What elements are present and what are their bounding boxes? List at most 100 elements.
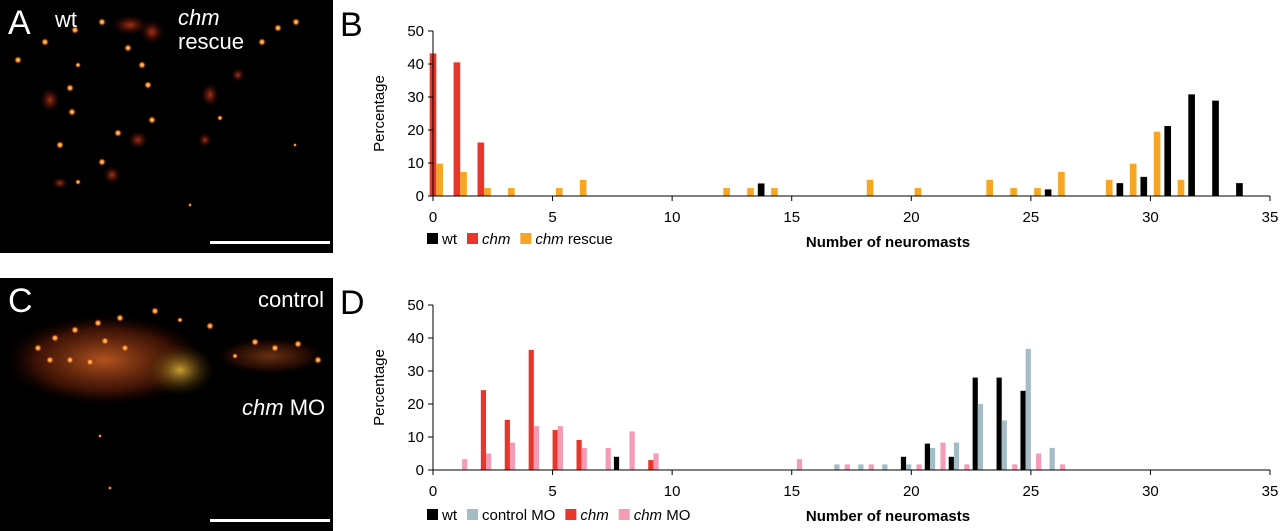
chart-d-bar-s1-2: [882, 464, 888, 470]
chart-d-bar-s0-4: [972, 377, 978, 470]
chart-b-legend-label-1: chm: [482, 231, 510, 248]
chart-d-bar-s3-16: [1036, 453, 1042, 470]
chart-d-bar-s0-2: [924, 443, 930, 470]
chart-d-x-tick-label-5: 25: [1023, 483, 1040, 500]
chart-d-bar-s1-3: [906, 464, 912, 470]
chart-b-legend-swatch-2: [520, 233, 532, 244]
chart-d-bar-s1-8: [1025, 348, 1031, 470]
chart-b-bar-s2-14: [1058, 171, 1065, 196]
chart-d-bar-s0-0: [613, 456, 620, 470]
chart-b-bar-s2-1: [460, 171, 467, 196]
micrograph-a-image: [14, 15, 300, 207]
chart-b-legend-label-2-suffix: rescue: [564, 231, 613, 248]
chart-b-bar-s1-2: [477, 142, 485, 196]
chart-d-bar-s1-4: [930, 447, 936, 470]
chart-b-x-tick-label-0: 0: [429, 209, 437, 226]
chart-b-legend-label-2: chm rescue: [535, 231, 613, 248]
chart-d-legend-label-3-suffix: MO: [662, 507, 690, 524]
chart-d-bar-s3-8: [653, 453, 659, 470]
chart-b-x-tick-label-2: 10: [664, 209, 681, 226]
chart-b-x-tick-label-5: 25: [1023, 209, 1040, 226]
chart-d-y-tick-label-3: 30: [407, 363, 424, 380]
chart-b-bar-s0-6: [1212, 100, 1219, 196]
chart-d-bar-s3-2: [509, 442, 516, 470]
chart-b-bar-s0-1: [1044, 189, 1052, 196]
chart-d-x-tick-label-4: 20: [903, 483, 920, 500]
chart-b-bar-s2-13: [1034, 188, 1041, 196]
micrograph-a-label-wt: wt: [55, 7, 77, 32]
chart-d-x-tick-label-2: 10: [664, 483, 681, 500]
chart-d-bar-s1-7: [1001, 420, 1007, 470]
chart-d-bar-s1-6: [977, 404, 984, 470]
chart-b-bar-s1-1: [453, 62, 461, 196]
panel-letter-d: D: [340, 284, 365, 322]
chart-b-bar-s2-7: [747, 188, 754, 196]
chart-b-bar-s0-2: [1116, 183, 1124, 196]
chart-b-bar-s2-18: [1177, 179, 1185, 196]
chart-d-legend-label-3-name: chm: [634, 507, 662, 524]
chart-b-x-tick-label-7: 35: [1262, 209, 1279, 226]
chart-b-legend-swatch-1: [467, 233, 478, 244]
chart-b-y-tick-label-0: 0: [416, 188, 424, 205]
chart-b-bar-s2-10: [914, 188, 922, 196]
chart-d-bar-s3-17: [1059, 464, 1066, 470]
chart-d-bar-s0-6: [1020, 390, 1026, 470]
panel-letter-b: B: [340, 6, 363, 44]
chart-d-y-tick-label-0: 0: [416, 462, 424, 479]
chart-d-bar-s3-9: [796, 459, 803, 470]
chart-b-legend-label-2-name: chm: [535, 231, 563, 248]
chart-d-bar-s3-11: [868, 464, 874, 470]
micrograph-a-label-rescue: rescue: [178, 29, 245, 54]
micrograph-c-label-control: control: [258, 287, 325, 312]
chart-d-bar-s0-3: [948, 456, 954, 470]
chart-b-x-tick-label-4: 20: [903, 209, 920, 226]
chart-d-x-tick-label-0: 0: [429, 483, 437, 500]
chart-d-legend-swatch-1: [467, 509, 478, 520]
chart-b-bar-s2-16: [1129, 163, 1137, 196]
chart-b-bar-s2-6: [723, 188, 730, 196]
chart-d-bar-s1-9: [1049, 447, 1055, 470]
chart-b-bar-s2-2: [484, 188, 491, 196]
scale-bar-c: [210, 519, 330, 522]
chart-b-bar-s0-7: [1236, 183, 1243, 196]
chart-b-bar-s2-8: [771, 188, 778, 196]
chart-d-bar-s3-3: [533, 426, 540, 470]
chart-d-bar-s3-7: [629, 431, 635, 470]
chart-b-bar-s2-17: [1153, 131, 1161, 196]
panel-letter-a: A: [8, 4, 31, 42]
chart-d-bar-s1-1: [858, 464, 864, 470]
chart-b-bar-s2-9: [866, 179, 874, 196]
chart-b-x-tick-label-6: 30: [1142, 209, 1159, 226]
chart-d-bar-s3-10: [844, 464, 850, 470]
chart-d-legend-label-0-name: wt: [441, 507, 458, 524]
micrograph-c: control chm MO: [0, 278, 333, 531]
chart-d-bar-s1-5: [953, 442, 960, 470]
chart-b-bar-s0-4: [1164, 126, 1172, 196]
chart-d-legend-swatch-3: [618, 509, 630, 520]
chart-d-bar-s3-5: [581, 447, 587, 470]
chart-b-x-tick-label-3: 15: [783, 209, 800, 226]
chart-d-bar-s2-5: [648, 460, 654, 470]
chart-d-bar-s0-5: [996, 377, 1002, 470]
chart-b-y-tick-label-5: 50: [407, 23, 424, 40]
chart-d-bar-s2-4: [576, 439, 582, 470]
chart-b-y-tick-label-1: 10: [407, 155, 424, 172]
chart-b-bar-s2-15: [1105, 179, 1113, 196]
chart-d-bar-s2-1: [504, 419, 510, 470]
chart-d-y-tick-label-4: 40: [407, 330, 424, 347]
chart-d-legend-swatch-2: [565, 509, 577, 520]
micrograph-c-label-chm-italic: chm: [242, 395, 284, 420]
chart-b-bar-s2-4: [555, 188, 563, 196]
micrograph-c-label-mo: MO: [289, 395, 326, 420]
chart-b-y-tick-label-4: 40: [407, 56, 424, 73]
chart-d-bar-s2-2: [528, 349, 534, 470]
chart-b-bar-s2-5: [579, 179, 587, 196]
micrograph-a-label-chm: chm: [178, 6, 220, 29]
chart-b-y-axis-title: Percentage: [371, 75, 388, 152]
chart-d-x-tick-label-6: 30: [1142, 483, 1159, 500]
chart-d-y-tick-label-2: 20: [407, 396, 424, 413]
chart-b-legend-swatch-0: [427, 233, 438, 244]
chart-b-legend-label-0-name: wt: [441, 231, 458, 248]
scale-bar-a: [210, 241, 330, 244]
